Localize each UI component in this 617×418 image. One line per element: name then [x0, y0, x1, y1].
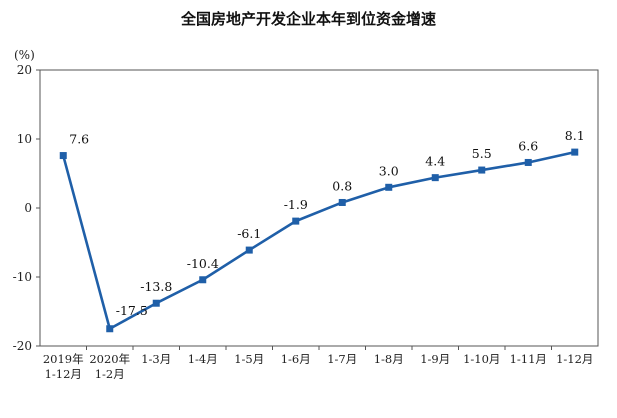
data-point-marker: [571, 148, 579, 156]
data-point-marker: [524, 158, 532, 166]
data-point-marker: [478, 166, 486, 174]
data-point-marker: [245, 246, 253, 254]
x-tick-label: 1-4月: [188, 352, 218, 366]
x-tick-label: 1-7月: [327, 352, 357, 366]
data-label: -17.5: [116, 303, 148, 318]
data-point-marker: [106, 325, 114, 333]
data-point-marker: [385, 183, 393, 191]
x-tick-label: 1-5月: [234, 352, 264, 366]
data-label: 7.6: [69, 132, 89, 147]
x-tick-label: 1-11月: [510, 352, 547, 366]
data-label: -10.4: [187, 256, 219, 271]
y-tick-label: -10: [13, 270, 32, 284]
data-point-marker: [431, 174, 439, 182]
data-label: 3.0: [379, 163, 399, 178]
data-label: -6.1: [237, 226, 261, 241]
data-point-marker: [338, 198, 346, 206]
y-tick-label: -20: [13, 339, 32, 353]
data-label: 5.5: [472, 146, 492, 161]
x-tick-label: 2020年: [89, 352, 130, 366]
data-label: 8.1: [565, 128, 585, 143]
data-point-marker: [292, 217, 300, 225]
y-tick-label: 20: [17, 63, 32, 77]
x-tick-label: 1-12月: [45, 367, 82, 381]
x-tick-label: 1-10月: [463, 352, 500, 366]
y-axis-unit: (%): [14, 48, 35, 62]
x-tick-label: 1-8月: [374, 352, 404, 366]
y-tick-label: 0: [24, 201, 32, 215]
data-label: -1.9: [284, 197, 308, 212]
data-label: 6.6: [518, 138, 538, 153]
x-tick-label: 2019年: [43, 352, 84, 366]
data-label: -13.8: [140, 279, 172, 294]
x-tick-label: 1-12月: [556, 352, 593, 366]
x-tick-label: 1-2月: [95, 367, 125, 381]
x-tick-label: 1-6月: [281, 352, 311, 366]
data-label: 0.8: [332, 178, 352, 193]
y-tick-label: 10: [17, 132, 32, 146]
chart-title: 全国房地产开发企业本年到位资金增速: [180, 10, 436, 28]
series-line: [61, 150, 576, 331]
x-tick-label: 1-3月: [141, 352, 171, 366]
data-point-marker: [59, 152, 67, 160]
data-point-marker: [152, 299, 160, 307]
data-point-marker: [199, 276, 207, 284]
data-label: 4.4: [425, 154, 445, 169]
x-tick-label: 1-9月: [420, 352, 450, 366]
